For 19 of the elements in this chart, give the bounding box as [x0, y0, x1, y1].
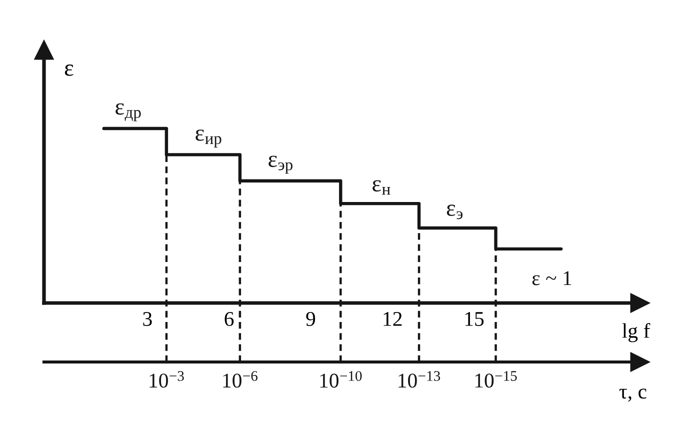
x-tick-label: 12	[384, 312, 402, 326]
annotation: ε$_{эр}$	[268, 156, 292, 174]
x-tick-label: 3	[143, 312, 152, 326]
x2-axis-title: τ, c	[619, 388, 646, 402]
annotation: ε ~ 1	[532, 271, 572, 286]
ref-line-label: 10$^{−13}$	[398, 371, 440, 388]
annotation: ε$_{э}$	[446, 204, 463, 220]
x-tick-label: 9	[306, 312, 316, 326]
ref-line-label: 10$^{−10}$	[320, 371, 362, 388]
x-axis-title: lg f	[622, 323, 650, 342]
annotation: ε$_{н}$	[372, 180, 390, 195]
y-axis-title: ε	[64, 64, 74, 76]
x-tick-label: 6	[224, 312, 234, 326]
annotation: ε$_{ир}$	[196, 130, 222, 148]
ref-line-label: 10$^{−6}$	[223, 371, 258, 388]
x-tick-label: 15	[465, 312, 484, 326]
ref-line-label: 10$^{−15}$	[475, 371, 517, 388]
annotation: ε$_{др}$	[116, 103, 141, 122]
ref-line-label: 10$^{−3}$	[150, 371, 184, 388]
